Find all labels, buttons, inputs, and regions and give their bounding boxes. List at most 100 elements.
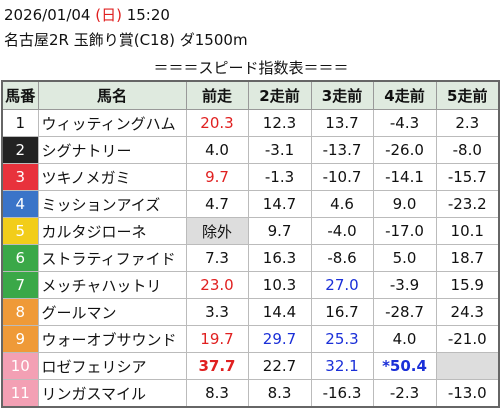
header-row: 馬番 馬名 前走 2走前 3走前 4走前 5走前 — [1, 80, 500, 110]
date-part: (日) — [95, 6, 122, 24]
race-info: 名古屋2R 玉飾り賞(C18) ダ1500m — [4, 31, 248, 49]
speed-index: -13.0 — [435, 379, 500, 408]
horse-row: 9 ウォーオブサウンド 19.7 29.7 25.3 4.0 -21.0 — [1, 325, 500, 353]
column-header: 前走 — [185, 80, 249, 110]
speed-index: 29.7 — [247, 325, 312, 353]
horse-name: リンガスマイル — [37, 379, 187, 408]
speed-index: -23.2 — [435, 190, 500, 218]
speed-index: -3.9 — [372, 271, 437, 299]
speed-index: 7.3 — [185, 244, 249, 272]
speed-index: -13.7 — [310, 136, 374, 164]
column-header: 馬名 — [37, 80, 187, 110]
column-header: 馬番 — [1, 80, 39, 110]
speed-index: 18.7 — [435, 244, 500, 272]
speed-index: -28.7 — [372, 298, 437, 326]
speed-index: -3.1 — [247, 136, 312, 164]
speed-index: 3.3 — [185, 298, 249, 326]
speed-index: 32.1 — [310, 352, 374, 380]
horse-name: ツキノメガミ — [37, 163, 187, 191]
speed-index: 2.3 — [435, 109, 500, 137]
horse-row: 7 メッチャハットリ 23.0 10.3 27.0 -3.9 15.9 — [1, 271, 500, 299]
horse-row: 6 ストラティファイド 7.3 16.3 -8.6 5.0 18.7 — [1, 244, 500, 272]
horse-row: 8 グールマン 3.3 14.4 16.7 -28.7 24.3 — [1, 298, 500, 326]
horse-row: 5 カルタジローネ 除外 9.7 -4.0 -17.0 10.1 — [1, 217, 500, 245]
horse-name: ロゼフェリシア — [37, 352, 187, 380]
horse-number: 1 — [1, 109, 39, 137]
speed-index: 10.1 — [435, 217, 500, 245]
speed-index: 14.4 — [247, 298, 312, 326]
speed-index: 22.7 — [247, 352, 312, 380]
horse-number: 9 — [1, 325, 39, 353]
horse-name: カルタジローネ — [37, 217, 187, 245]
horse-number: 10 — [1, 352, 39, 380]
speed-index: 20.3 — [185, 109, 249, 137]
horse-row: 10 ロゼフェリシア 37.7 22.7 32.1 *50.4 — [1, 352, 500, 380]
speed-index: -4.3 — [372, 109, 437, 137]
horse-number: 6 — [1, 244, 39, 272]
speed-index: 4.7 — [185, 190, 249, 218]
horse-name: ストラティファイド — [37, 244, 187, 272]
speed-index: 19.7 — [185, 325, 249, 353]
speed-index: *50.4 — [372, 352, 437, 380]
speed-index: -8.0 — [435, 136, 500, 164]
horse-row: 2 シグナトリー 4.0 -3.1 -13.7 -26.0 -8.0 — [1, 136, 500, 164]
speed-index: 8.3 — [185, 379, 249, 408]
date-line: 2026/01/04 (日) 15:20 — [4, 4, 170, 25]
speed-index: -4.0 — [310, 217, 374, 245]
speed-index: -14.1 — [372, 163, 437, 191]
speed-index: -8.6 — [310, 244, 374, 272]
horse-number: 5 — [1, 217, 39, 245]
column-header: 3走前 — [310, 80, 374, 110]
horse-name: ウォーオブサウンド — [37, 325, 187, 353]
speed-table: 馬番 馬名 前走 2走前 3走前 4走前 5走前 1 ウィッティングハム 20.3 12.3 13.… — [1, 80, 500, 408]
horse-number: 8 — [1, 298, 39, 326]
speed-index: -17.0 — [372, 217, 437, 245]
speed-index: 10.3 — [247, 271, 312, 299]
speed-index: -1.3 — [247, 163, 312, 191]
speed-index: 15.9 — [435, 271, 500, 299]
speed-index: 12.3 — [247, 109, 312, 137]
speed-index: 27.0 — [310, 271, 374, 299]
column-header: 2走前 — [247, 80, 312, 110]
speed-index: 23.0 — [185, 271, 249, 299]
speed-index: 4.6 — [310, 190, 374, 218]
speed-index: -10.7 — [310, 163, 374, 191]
horse-number: 7 — [1, 271, 39, 299]
speed-index: 14.7 — [247, 190, 312, 218]
speed-index: 4.0 — [185, 136, 249, 164]
speed-index: -16.3 — [310, 379, 374, 408]
table-title: ＝＝＝スピード指数表＝＝＝ — [153, 59, 349, 77]
speed-index: 8.3 — [247, 379, 312, 408]
horse-row: 1 ウィッティングハム 20.3 12.3 13.7 -4.3 2.3 — [1, 109, 500, 137]
horse-name: シグナトリー — [37, 136, 187, 164]
date-part: 15:20 — [121, 6, 170, 24]
horse-row: 4 ミッションアイズ 4.7 14.7 4.6 9.0 -23.2 — [1, 190, 500, 218]
speed-index: 9.7 — [247, 217, 312, 245]
speed-index: 13.7 — [310, 109, 374, 137]
speed-index: -2.3 — [372, 379, 437, 408]
speed-index: 16.3 — [247, 244, 312, 272]
date-part: 2026/01/04 — [4, 6, 96, 24]
speed-index: 25.3 — [310, 325, 374, 353]
speed-index: 5.0 — [372, 244, 437, 272]
horse-name: ミッションアイズ — [37, 190, 187, 218]
horse-number: 2 — [1, 136, 39, 164]
horse-row: 3 ツキノメガミ 9.7 -1.3 -10.7 -14.1 -15.7 — [1, 163, 500, 191]
speed-index — [435, 352, 500, 380]
horse-name: メッチャハットリ — [37, 271, 187, 299]
speed-index: 9.0 — [372, 190, 437, 218]
speed-index: -21.0 — [435, 325, 500, 353]
speed-index: -26.0 — [372, 136, 437, 164]
horse-number: 4 — [1, 190, 39, 218]
horse-row: 11 リンガスマイル 8.3 8.3 -16.3 -2.3 -13.0 — [1, 379, 500, 408]
column-header: 4走前 — [372, 80, 437, 110]
horse-name: グールマン — [37, 298, 187, 326]
horse-number: 11 — [1, 379, 39, 408]
speed-index: 9.7 — [185, 163, 249, 191]
speed-index: -15.7 — [435, 163, 500, 191]
speed-index: 37.7 — [185, 352, 249, 380]
speed-index: 除外 — [185, 217, 249, 245]
column-header: 5走前 — [435, 80, 500, 110]
speed-index: 4.0 — [372, 325, 437, 353]
